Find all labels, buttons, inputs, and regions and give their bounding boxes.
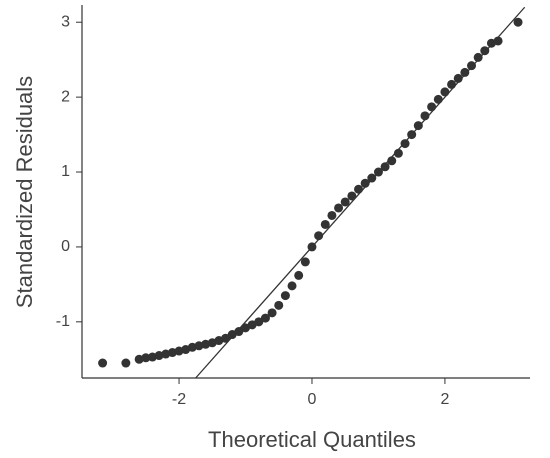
point — [314, 231, 324, 241]
point — [347, 191, 357, 201]
y-axis-label: Standardized Residuals — [12, 76, 37, 308]
x-tick-label: -2 — [172, 391, 186, 408]
y-tick-label: 3 — [61, 13, 70, 30]
point — [334, 203, 344, 213]
point — [234, 327, 244, 337]
y-tick-label: 1 — [61, 163, 70, 180]
point — [400, 139, 410, 149]
point — [221, 333, 231, 343]
point — [453, 73, 463, 83]
point — [307, 242, 317, 252]
point — [280, 291, 290, 301]
point — [354, 184, 364, 194]
point — [447, 79, 457, 89]
x-axis-label: Theoretical Quantiles — [208, 427, 416, 452]
point — [467, 61, 477, 71]
x-tick-label: 2 — [440, 391, 449, 408]
point — [433, 94, 443, 104]
point — [460, 67, 470, 77]
point — [141, 353, 151, 363]
point — [327, 210, 337, 220]
point — [98, 358, 108, 368]
point — [267, 308, 277, 318]
point — [413, 121, 423, 131]
point — [300, 257, 310, 267]
point — [387, 156, 397, 166]
point — [367, 173, 377, 183]
point — [121, 358, 131, 368]
point — [254, 317, 264, 327]
point — [274, 300, 284, 310]
point — [420, 111, 430, 121]
point — [294, 270, 304, 280]
point — [393, 148, 403, 158]
point — [493, 36, 503, 46]
point — [260, 313, 270, 323]
point — [340, 197, 350, 207]
y-tick-label: 2 — [61, 88, 70, 105]
point — [513, 17, 523, 27]
point — [320, 219, 330, 229]
point — [427, 102, 437, 112]
point — [287, 281, 297, 291]
point — [440, 87, 450, 97]
x-tick-label: 0 — [308, 391, 317, 408]
y-tick-label: 0 — [61, 238, 70, 255]
point — [407, 130, 417, 140]
point — [360, 178, 370, 188]
y-tick-label: -1 — [56, 313, 70, 330]
point — [380, 162, 390, 172]
point — [480, 46, 490, 56]
point — [373, 167, 383, 177]
point — [473, 52, 483, 62]
